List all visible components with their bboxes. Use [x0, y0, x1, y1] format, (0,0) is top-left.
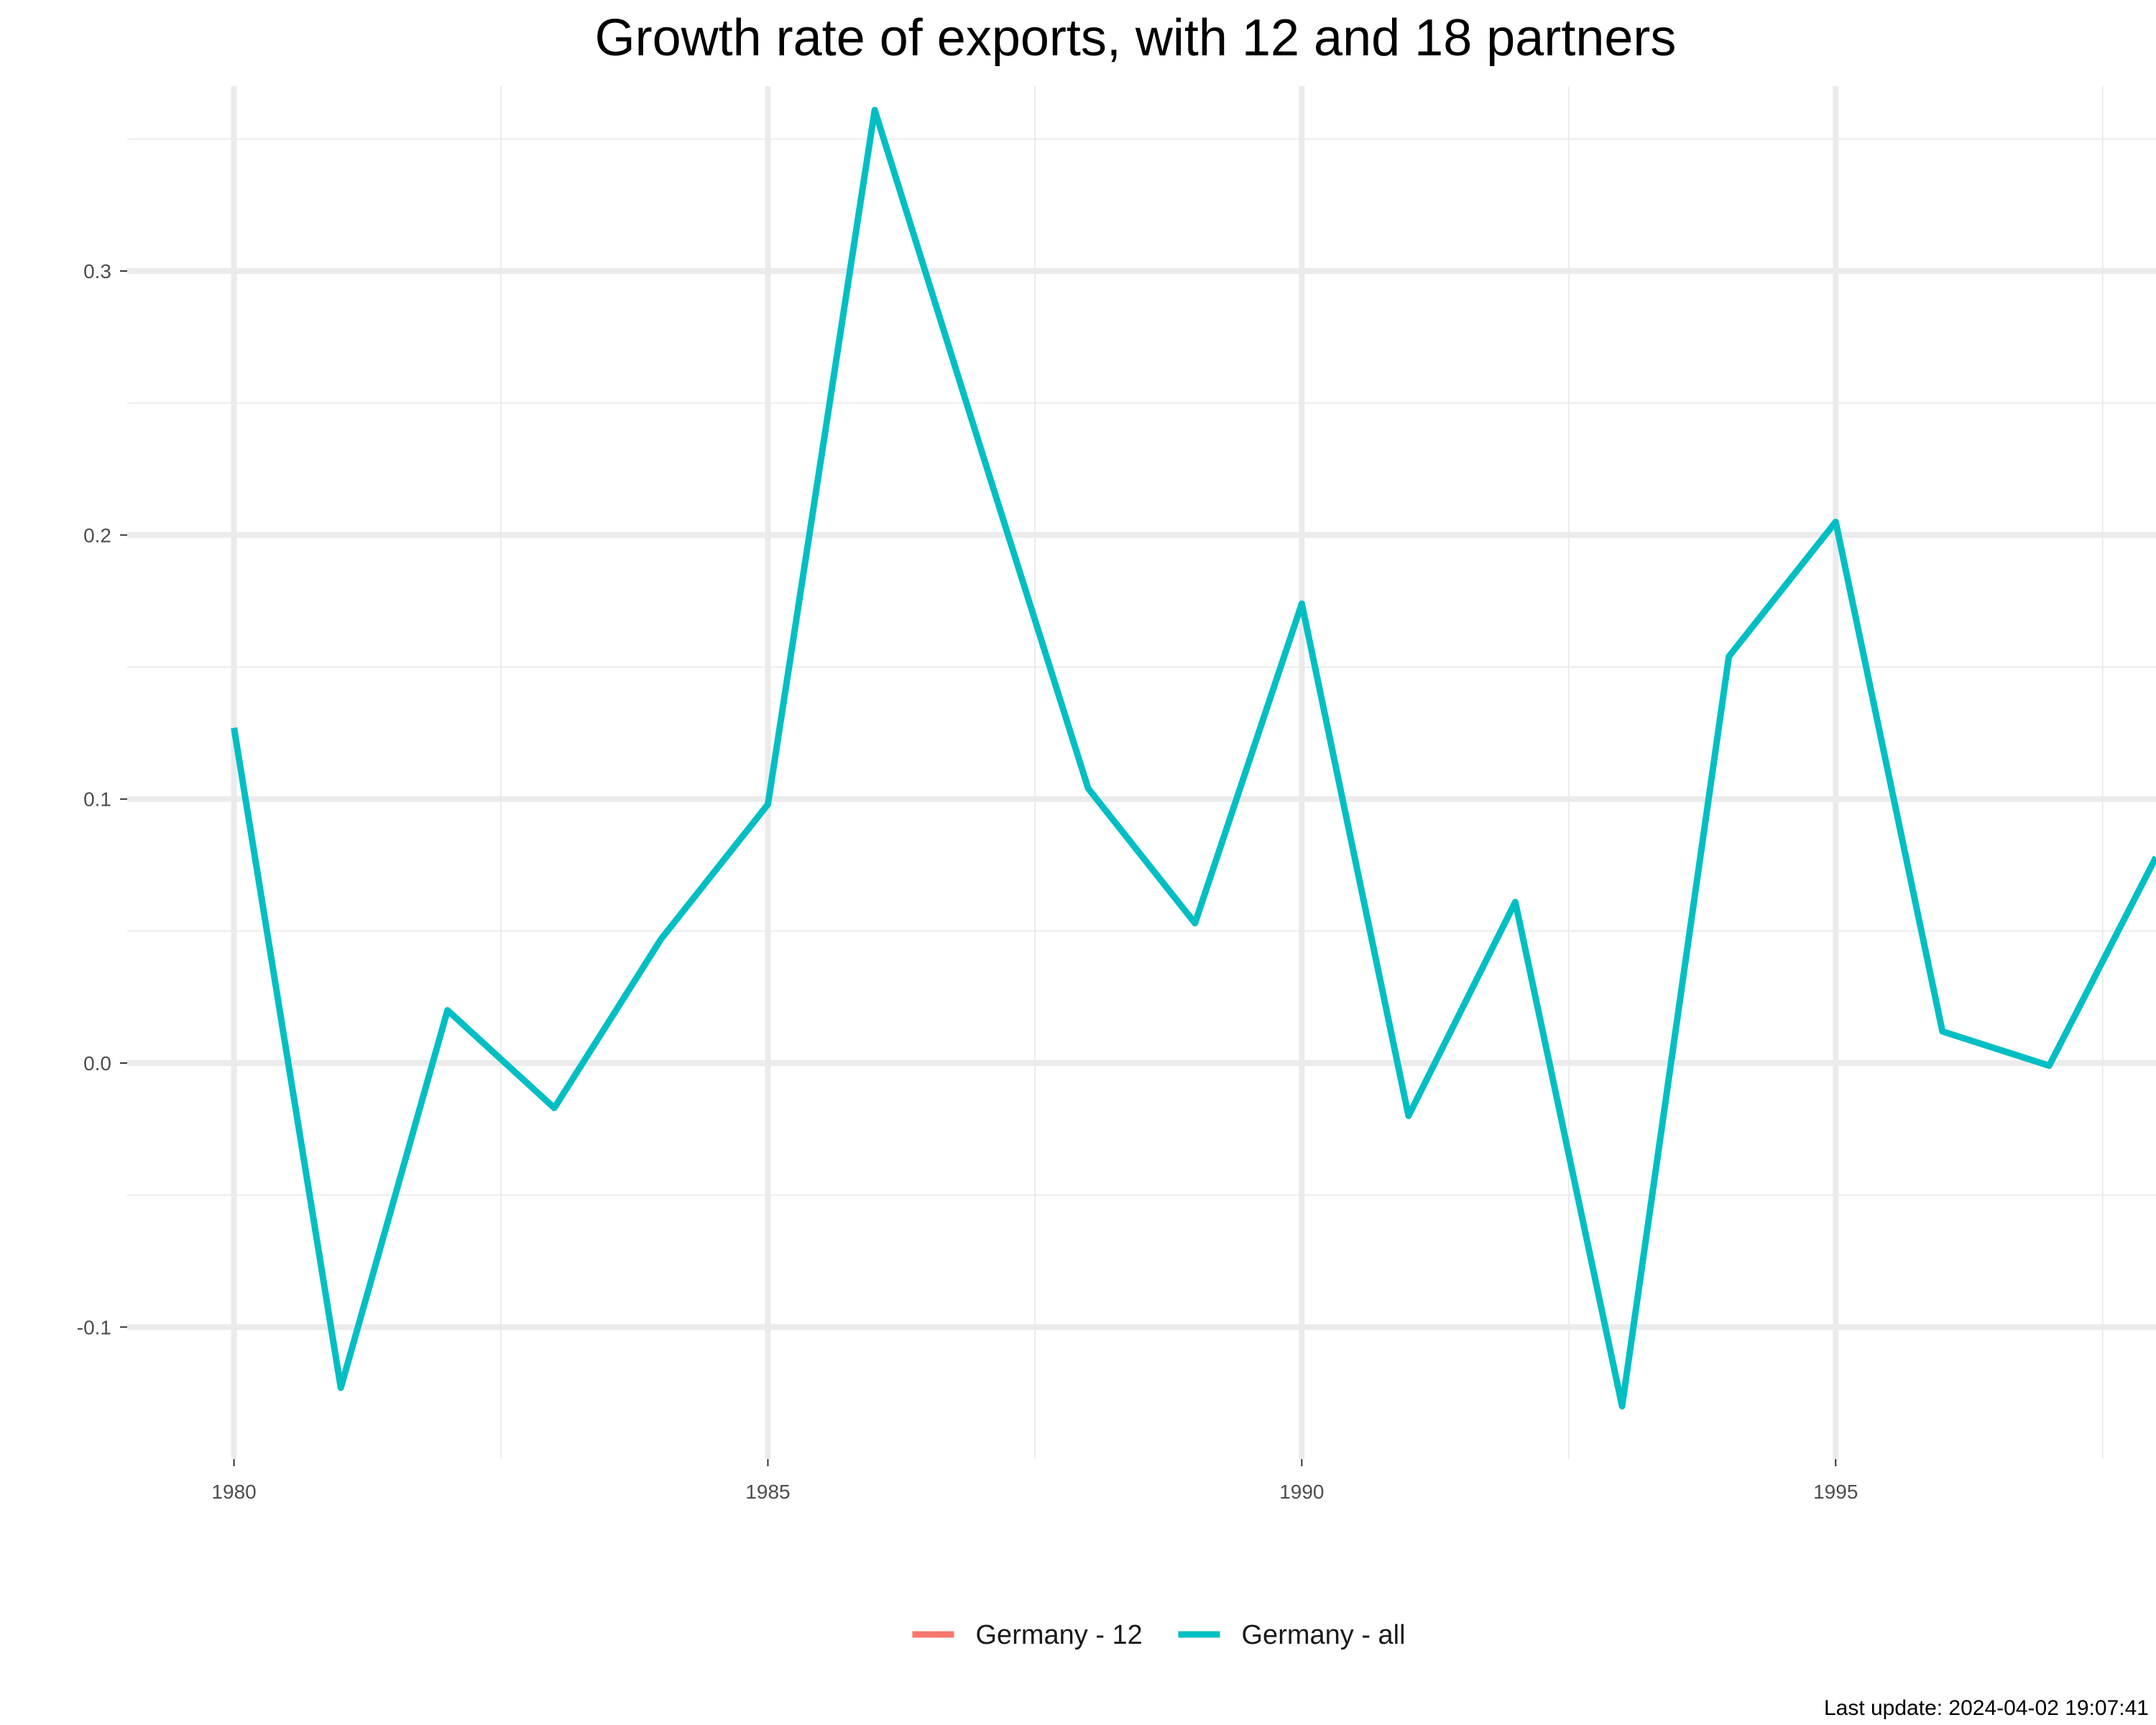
last-update-caption: Last update: 2024-04-02 19:07:41	[1824, 1696, 2149, 1720]
series-layer	[231, 106, 2156, 1409]
y-tick-label: 0.0	[83, 1052, 111, 1075]
y-tick-label: -0.1	[77, 1316, 111, 1338]
x-tick-label: 1990	[1279, 1481, 1324, 1503]
legend-label: Germany - 12	[976, 1620, 1143, 1650]
legend: Germany - 12 Germany - all	[912, 1620, 1406, 1650]
series-line	[231, 106, 2156, 1409]
grid-minor	[127, 86, 2156, 1459]
y-tick-label: 0.2	[83, 524, 111, 546]
x-tick-label: 1995	[1813, 1481, 1858, 1503]
legend-label: Germany - all	[1242, 1620, 1406, 1650]
grid-major	[120, 86, 2156, 1466]
y-tick-label: 0.1	[83, 788, 111, 811]
chart-title: Growth rate of exports, with 12 and 18 p…	[595, 9, 1677, 67]
x-tick-label: 1980	[211, 1481, 256, 1503]
x-tick-label: 1985	[745, 1481, 790, 1503]
y-tick-label: 0.3	[83, 260, 111, 282]
tick-labels: 1980 1985 1990 1995 -0.1 0.0 0.1 0.2 0.3	[77, 260, 1858, 1503]
